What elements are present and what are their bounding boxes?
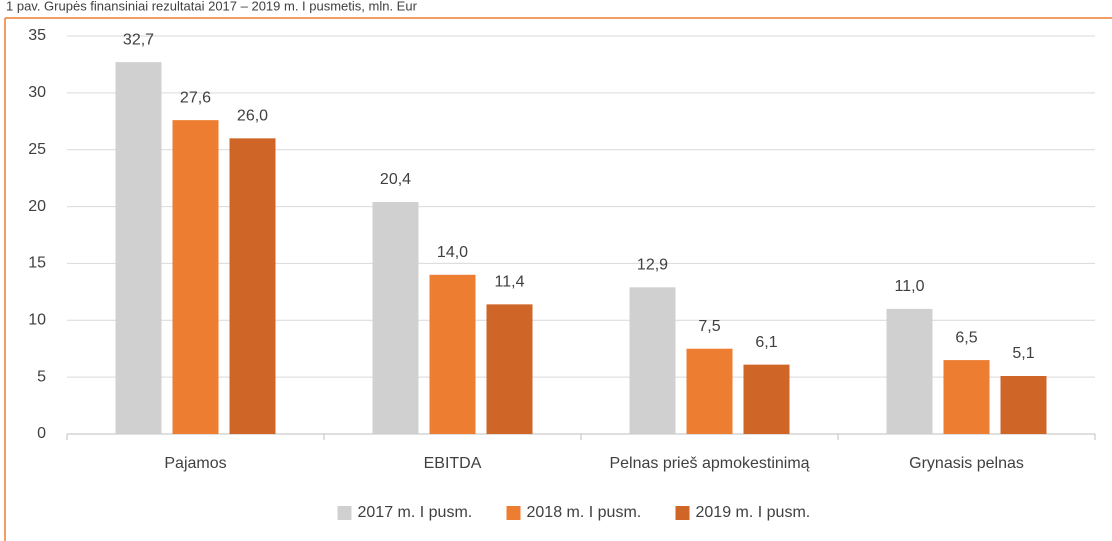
legend-label: 2018 m. I pusm.: [527, 504, 642, 521]
value-label: 6,1: [755, 334, 777, 351]
bar: [486, 304, 533, 434]
legend-swatch: [506, 506, 521, 520]
y-tick-label: 35: [28, 27, 46, 44]
bar: [629, 287, 676, 434]
y-tick-label: 25: [28, 141, 46, 158]
value-label: 5,1: [1012, 345, 1034, 362]
y-tick-label: 20: [28, 198, 46, 215]
legend-swatch: [675, 506, 690, 520]
legend-swatch: [337, 506, 352, 520]
x-tick-label: Pelnas prieš apmokestinimą: [609, 455, 809, 472]
value-label: 14,0: [437, 244, 468, 261]
value-label: 20,4: [380, 171, 411, 188]
value-label: 27,6: [180, 89, 211, 106]
bar: [172, 120, 219, 435]
value-label: 11,4: [495, 274, 525, 291]
x-tick-label: Grynasis pelnas: [909, 455, 1024, 472]
y-tick-label: 10: [28, 312, 46, 329]
legend-label: 2019 m. I pusm.: [696, 504, 811, 521]
y-tick-label: 0: [37, 425, 46, 442]
bar: [229, 138, 276, 435]
y-tick-label: 15: [28, 255, 46, 272]
value-label: 12,9: [637, 257, 668, 274]
bar: [1000, 376, 1047, 434]
bar: [429, 274, 476, 434]
value-label: 6,5: [955, 329, 977, 346]
bar: [686, 348, 733, 434]
y-tick-label: 30: [28, 84, 46, 101]
chart-title: 1 pav. Grupės finansiniai rezultatai 201…: [6, 0, 418, 13]
bar: [943, 360, 990, 434]
y-tick-label: 5: [37, 368, 46, 385]
bar: [372, 202, 419, 434]
bar: [886, 308, 933, 434]
value-label: 11,0: [895, 278, 925, 295]
bar: [115, 62, 162, 434]
bar: [743, 364, 790, 434]
value-label: 26,0: [237, 108, 268, 125]
value-label: 7,5: [698, 318, 720, 335]
x-tick-label: Pajamos: [164, 455, 226, 472]
x-tick-label: EBITDA: [424, 455, 482, 472]
legend-label: 2017 m. I pusm.: [358, 504, 473, 521]
value-label: 32,7: [123, 31, 154, 48]
